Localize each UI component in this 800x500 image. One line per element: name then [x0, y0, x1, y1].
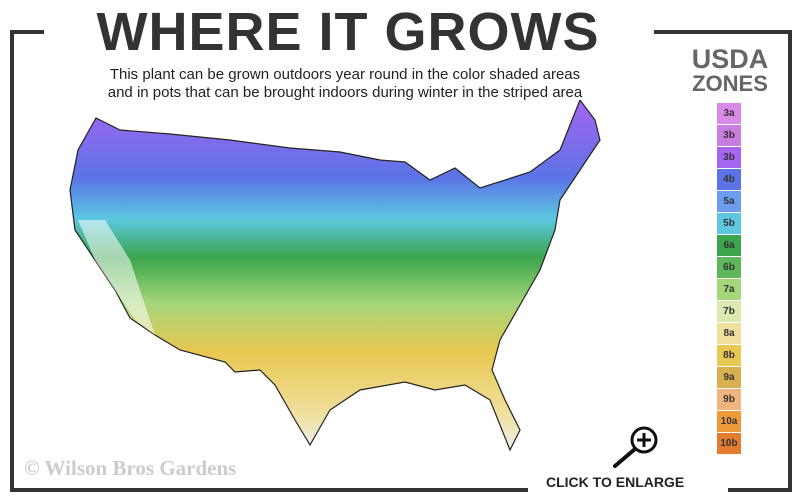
zone-swatch-10a: 10a	[717, 411, 741, 432]
magnifier-plus-icon[interactable]	[610, 424, 666, 472]
zone-swatch-3a: 3a	[717, 103, 741, 124]
subtitle-line: and in pots that can be brought indoors …	[107, 84, 583, 101]
frame-gap	[528, 478, 728, 492]
zone-swatch-8b: 8b	[717, 345, 741, 366]
us-outline	[69, 100, 601, 452]
legend-title-line2: ZONES	[692, 71, 768, 96]
west-coast-shading	[78, 220, 155, 335]
frame-gap	[44, 26, 654, 38]
zone-swatch-4b: 4b	[717, 169, 741, 190]
zone-swatch-7b: 7b	[717, 301, 741, 322]
zone-swatch-5a: 5a	[717, 191, 741, 212]
zone-swatch-9b: 9b	[717, 389, 741, 410]
us-zone-map[interactable]	[60, 100, 620, 460]
zone-swatch-3b: 3b	[717, 147, 741, 168]
click-to-enlarge-button[interactable]: CLICK TO ENLARGE	[546, 474, 685, 490]
legend-title: USDA ZONES	[676, 45, 784, 95]
page-title: WHERE IT GROWS	[96, 2, 600, 62]
zone-swatch-9a: 9a	[717, 367, 741, 388]
zone-swatch-10b: 10b	[717, 433, 741, 454]
zone-swatch-8a: 8a	[717, 323, 741, 344]
zone-swatch-7a: 7a	[717, 279, 741, 300]
zone-swatch-3b: 3b	[717, 125, 741, 146]
zone-swatch-6b: 6b	[717, 257, 741, 278]
legend-title-line1: USDA	[691, 44, 769, 74]
zone-swatch-5b: 5b	[717, 213, 741, 234]
subtitle: This plant can be grown outdoors year ro…	[50, 66, 640, 102]
zone-legend: 3a 3b 3b 4b 5a 5b 6a 6b 7a 7b 8a 8b 9a 9b 10a 10b	[717, 103, 741, 455]
watermark: © Wilson Bros Gardens	[24, 456, 237, 480]
subtitle-line: This plant can be grown outdoors year ro…	[109, 66, 581, 83]
zone-swatch-6a: 6a	[717, 235, 741, 256]
